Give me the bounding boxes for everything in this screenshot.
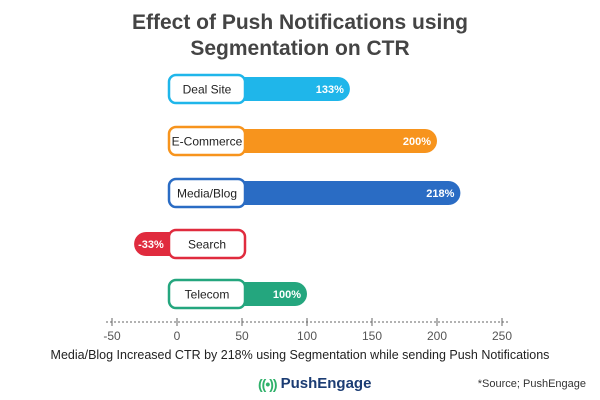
x-tick-label: 200: [427, 329, 447, 343]
x-tick-label: 50: [235, 329, 249, 343]
category-label: Telecom: [185, 288, 230, 302]
x-tick-label: 0: [174, 329, 181, 343]
value-label: -33%: [138, 239, 164, 251]
category-label-box: [167, 125, 247, 157]
category-label-box: [167, 73, 247, 105]
source-note: *Source; PushEngage: [477, 378, 586, 390]
value-label: 100%: [273, 289, 301, 301]
chart-caption: Media/Blog Increased CTR by 218% using S…: [50, 348, 550, 362]
category-label: Search: [188, 238, 226, 252]
value-label: 133%: [316, 84, 344, 96]
value-label: 200%: [403, 136, 431, 148]
brand-name: PushEngage: [280, 375, 372, 392]
chart-title-line-1: Effect of Push Notifications using: [131, 11, 468, 34]
x-tick-label: -50: [103, 329, 121, 343]
x-tick-label: 150: [362, 329, 382, 343]
category-label-box: [167, 278, 247, 310]
chart-title-line-2: Segmentation on CTR: [190, 37, 410, 60]
value-label: 218%: [426, 188, 454, 200]
category-label-box: [167, 177, 247, 209]
category-label: Media/Blog: [177, 187, 237, 201]
category-label: Deal Site: [183, 83, 232, 97]
x-tick-label: 100: [297, 329, 317, 343]
category-label: E-Commerce: [172, 135, 243, 149]
bar: [187, 129, 437, 153]
signal-wave-icon: ((•)): [258, 375, 278, 392]
brand-logo: ((•)) PushEngage: [258, 375, 371, 392]
x-tick-label: 250: [492, 329, 512, 343]
chart-title: Effect of Push Notifications using Segme…: [0, 10, 600, 62]
bar-chart: Deal Site 133% E-Commerce 200% Media/Blog 218…: [103, 73, 512, 343]
bar: [187, 181, 461, 205]
category-label-box: [167, 228, 247, 260]
